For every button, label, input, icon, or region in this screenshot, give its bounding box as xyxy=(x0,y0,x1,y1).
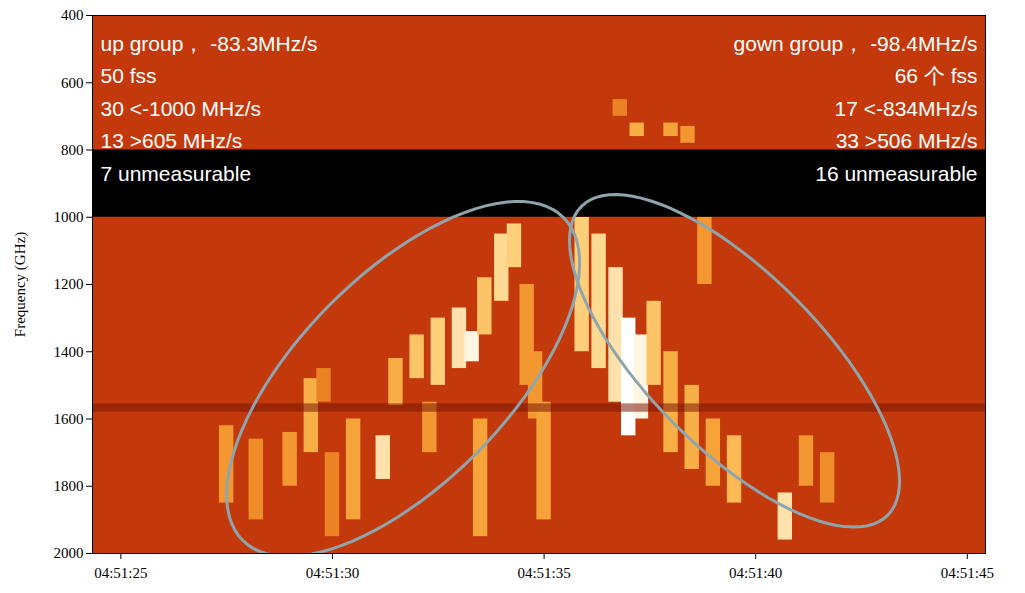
svg-text:1800: 1800 xyxy=(54,478,84,494)
svg-text:04:51:25: 04:51:25 xyxy=(94,565,147,581)
svg-text:1600: 1600 xyxy=(54,411,84,427)
svg-text:400: 400 xyxy=(61,7,84,23)
svg-text:1200: 1200 xyxy=(54,276,84,292)
svg-text:800: 800 xyxy=(61,142,84,158)
svg-text:1000: 1000 xyxy=(54,209,84,225)
svg-text:2000: 2000 xyxy=(54,545,84,561)
svg-text:Frequency (GHz): Frequency (GHz) xyxy=(12,232,29,337)
svg-text:gown group， -98.4MHz/s66 个 fss: gown group， -98.4MHz/s66 个 fss17 <-834MH… xyxy=(734,32,978,185)
svg-text:04:51:45: 04:51:45 xyxy=(941,565,994,581)
svg-text:04:51:30: 04:51:30 xyxy=(306,565,359,581)
svg-text:600: 600 xyxy=(61,75,84,91)
svg-text:up group， -83.3MHz/s50 fss30 <: up group， -83.3MHz/s50 fss30 <-1000 MHz/… xyxy=(101,32,318,185)
svg-text:1400: 1400 xyxy=(54,344,84,360)
svg-text:04:51:35: 04:51:35 xyxy=(517,565,570,581)
svg-text:04:51:40: 04:51:40 xyxy=(729,565,782,581)
